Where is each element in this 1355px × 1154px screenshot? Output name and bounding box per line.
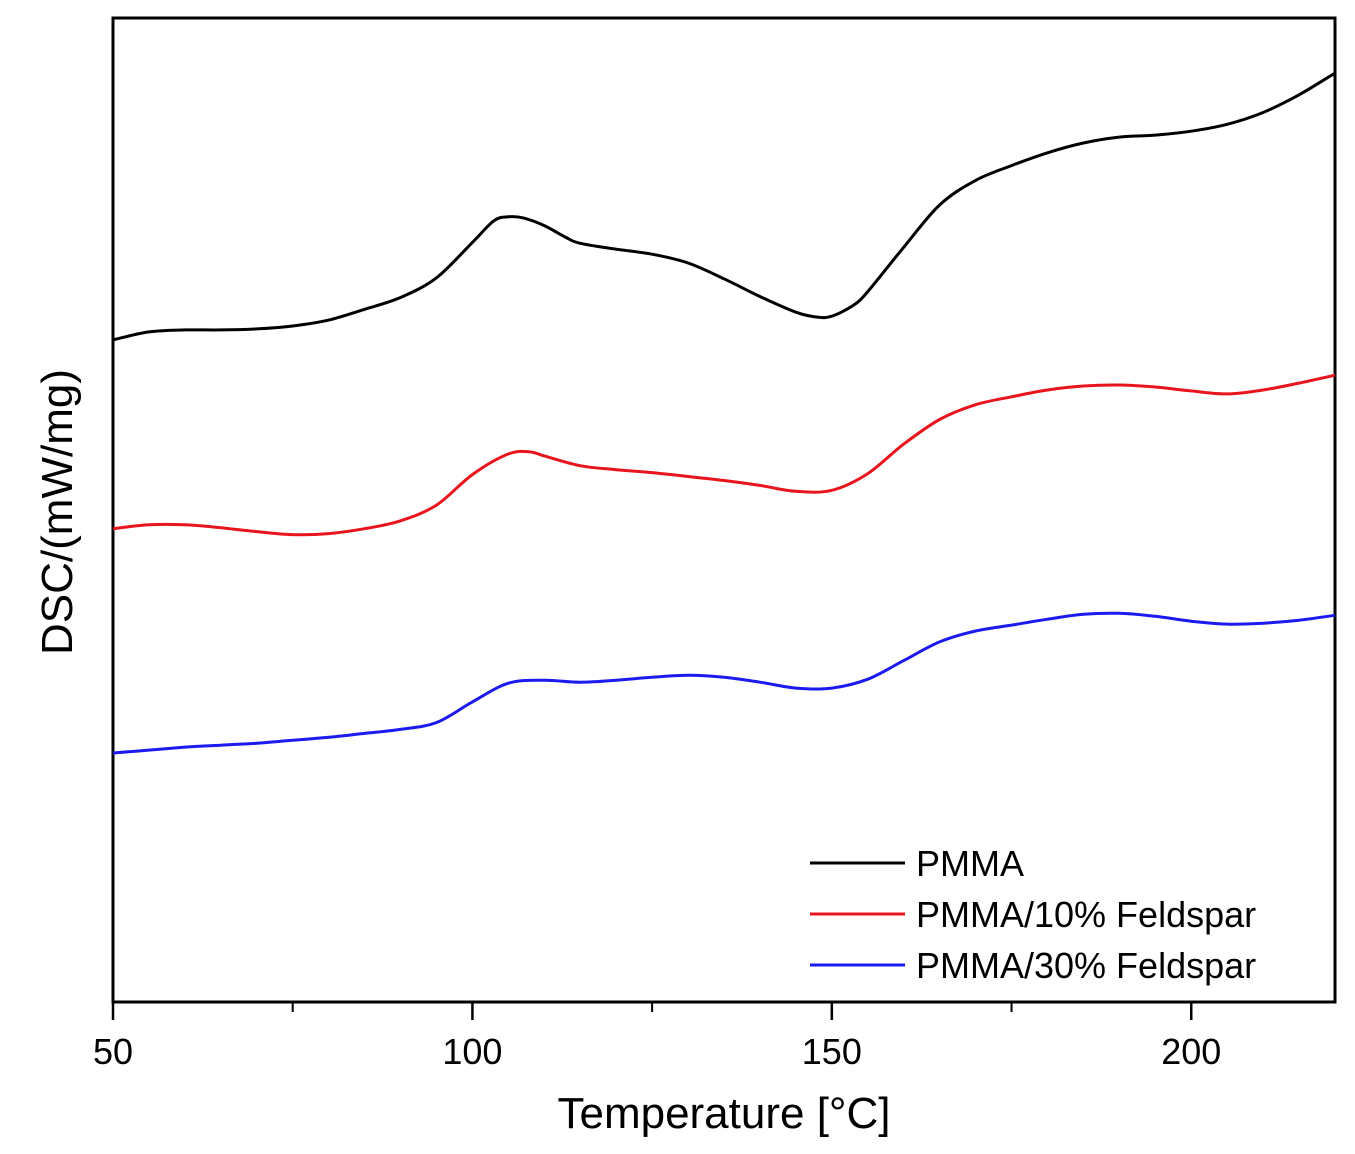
y-axis-title: DSC/(mW/mg) — [33, 369, 82, 655]
series-line-pmma — [112, 71, 1336, 342]
legend-label-pmma-30-feldspar: PMMA/30% Feldspar — [916, 945, 1256, 986]
x-axis-title: Temperature [°C] — [557, 1089, 890, 1138]
legend-label-pmma: PMMA — [916, 843, 1024, 884]
x-tick-label: 100 — [442, 1031, 502, 1072]
legend: PMMA PMMA/10% Feldspar PMMA/30% Feldspar — [810, 843, 1256, 986]
plot-frame — [111, 16, 1337, 1004]
series-layer — [112, 71, 1336, 755]
x-tick-label: 150 — [802, 1031, 862, 1072]
series-line-pmma-30-feldspar — [112, 611, 1336, 755]
series-line-pmma-10-feldspar — [112, 373, 1336, 537]
x-axis-ticks: 50 100 150 200 — [93, 1002, 1221, 1072]
x-tick-label: 200 — [1161, 1031, 1221, 1072]
legend-label-pmma-10-feldspar: PMMA/10% Feldspar — [916, 894, 1256, 935]
x-tick-label: 50 — [93, 1031, 133, 1072]
